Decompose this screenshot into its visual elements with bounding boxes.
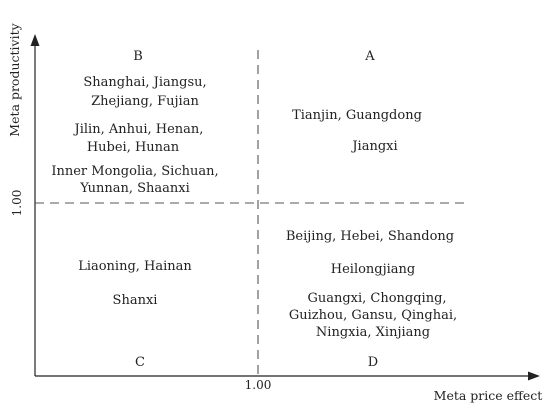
quadrant-c-line: Liaoning, Hainan bbox=[78, 259, 192, 274]
y-threshold-label: 1.00 bbox=[10, 190, 24, 217]
quadrant-d-line: Guizhou, Gansu, Qinghai, bbox=[289, 308, 457, 323]
quadrant-a-line: Jiangxi bbox=[350, 139, 397, 154]
quadrant-a-letter: A bbox=[364, 49, 375, 64]
x-axis-arrow bbox=[528, 371, 540, 381]
x-axis-label: Meta price effect bbox=[434, 388, 543, 403]
quadrant-c-line: Shanxi bbox=[113, 293, 158, 308]
quadrant-c-letter: C bbox=[135, 355, 145, 370]
quadrant-b-letter: B bbox=[133, 49, 143, 64]
x-threshold-label: 1.00 bbox=[245, 378, 272, 392]
quadrant-d-line: Beijing, Hebei, Shandong bbox=[286, 229, 454, 244]
quadrant-b-line: Jilin, Anhui, Henan, bbox=[73, 122, 204, 137]
quadrant-a-line: Tianjin, Guangdong bbox=[292, 108, 422, 123]
quadrant-d-line: Guangxi, Chongqing, bbox=[307, 291, 446, 306]
quadrant-b-line: Yunnan, Shaanxi bbox=[79, 181, 190, 196]
y-axis-arrow bbox=[30, 34, 40, 46]
quadrant-b-line: Shanghai, Jiangsu, bbox=[83, 75, 206, 90]
quadrant-b-line: Zhejiang, Fujian bbox=[91, 94, 199, 109]
quadrant-d-letter: D bbox=[368, 355, 378, 370]
quadrant-b-line: Hubei, Hunan bbox=[87, 140, 180, 155]
y-axis-label: Meta productivity bbox=[7, 22, 22, 136]
quadrant-b-line: Inner Mongolia, Sichuan, bbox=[51, 164, 218, 179]
quadrant-d-line: Heilongjiang bbox=[331, 262, 416, 277]
quadrant-d-line: Ningxia, Xinjiang bbox=[316, 325, 430, 340]
